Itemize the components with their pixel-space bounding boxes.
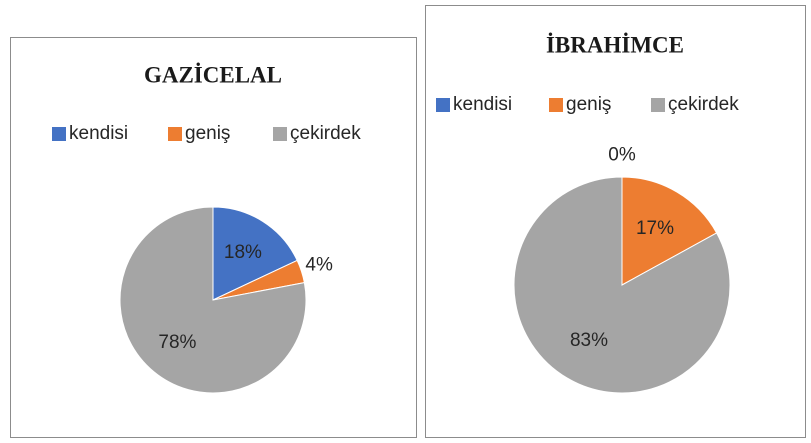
pie-slice bbox=[212, 206, 298, 301]
data-label: 18% bbox=[224, 242, 262, 263]
legend-label: geniş bbox=[566, 94, 611, 115]
legend-swatch bbox=[52, 127, 66, 141]
pie-slice bbox=[119, 206, 307, 394]
data-label: 17% bbox=[636, 218, 674, 239]
data-label: 0% bbox=[608, 144, 636, 165]
legend-swatch bbox=[436, 98, 450, 112]
legend-swatch bbox=[168, 127, 182, 141]
pie-slice bbox=[513, 176, 731, 394]
legend-label: kendisi bbox=[69, 123, 128, 144]
data-label: 78% bbox=[158, 332, 196, 353]
data-label: 83% bbox=[570, 330, 608, 351]
legend-swatch bbox=[651, 98, 665, 112]
legend-label: kendisi bbox=[453, 94, 512, 115]
pie-slice bbox=[621, 176, 718, 286]
legend-swatch bbox=[273, 127, 287, 141]
legend-label: çekirdek bbox=[668, 94, 739, 115]
chart-title: İBRAHİMCE bbox=[546, 32, 684, 57]
legend-label: çekirdek bbox=[290, 123, 361, 144]
data-label: 4% bbox=[305, 255, 333, 276]
legend-swatch bbox=[549, 98, 563, 112]
legend-label: geniş bbox=[185, 123, 230, 144]
chart-title: GAZİCELAL bbox=[144, 62, 282, 87]
